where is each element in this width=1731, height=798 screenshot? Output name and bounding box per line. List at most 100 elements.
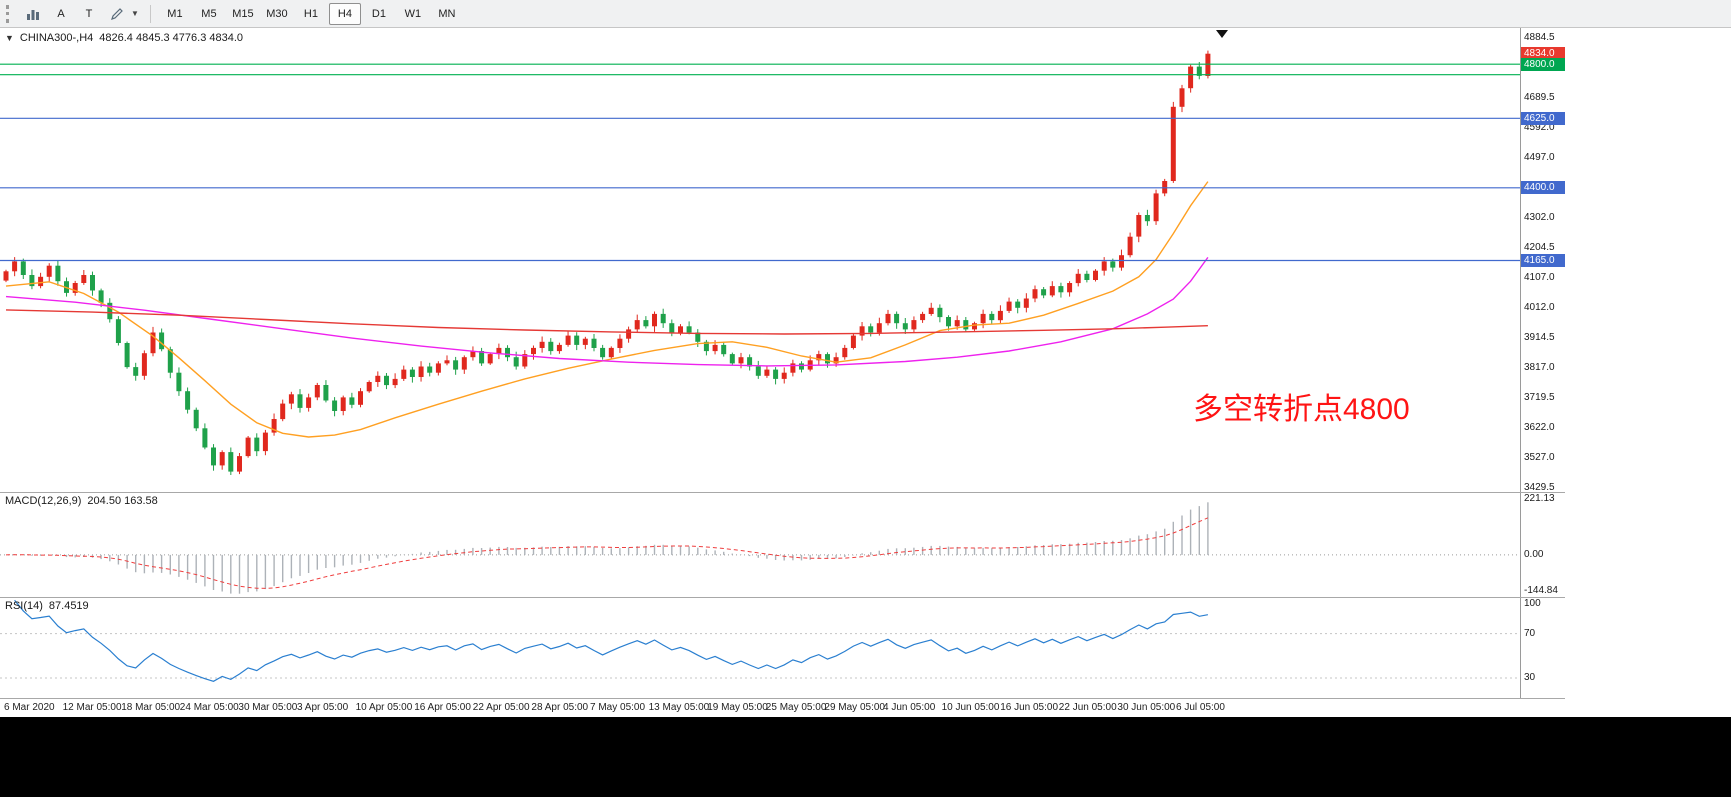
candle-body (262, 432, 268, 452)
candle-body (90, 275, 95, 291)
candle-body (358, 391, 363, 405)
candle-body (444, 360, 450, 364)
candle-body (703, 341, 709, 352)
rsi-axis[interactable]: 100 70 30 (1520, 598, 1565, 698)
candle-body (461, 357, 467, 370)
candle-body (1101, 261, 1107, 271)
time-axis-label: 6 Jul 05:00 (1176, 702, 1225, 713)
price-axis-label: 3622.0 (1524, 422, 1555, 434)
candle-body (600, 347, 606, 358)
time-axis-label: 30 Jun 05:00 (1117, 702, 1176, 713)
text-tool-button[interactable]: T (85, 7, 93, 20)
tab-timeframe-h4[interactable]: H4 (328, 2, 361, 25)
candle-body (816, 354, 822, 361)
candle-body (133, 367, 139, 376)
time-axis[interactable]: 6 Mar 2020 12 Mar 05:00 18 Mar 05:00 24 Mar… (0, 699, 1565, 717)
candle-body (496, 347, 502, 355)
candle-body (150, 332, 156, 354)
macd-axis-label: -144.84 (1524, 585, 1558, 596)
candle-body (46, 265, 52, 277)
candle-body (141, 353, 147, 376)
price-axis-label: 3719.5 (1524, 392, 1555, 404)
candle-body (738, 357, 744, 364)
toolbar-grip[interactable] (6, 4, 14, 23)
toolbar-separator (149, 4, 151, 23)
tab-timeframe-m30[interactable]: M30 (266, 7, 288, 20)
candle-body (695, 332, 701, 342)
price-axis-label: 4204.5 (1524, 242, 1555, 254)
macd-panel: MACD(12,26,9) 204.50 163.58 221.13 0.00 -1… (0, 493, 1565, 598)
cursor-tool-button[interactable]: A (57, 7, 65, 20)
rsi-line (14, 599, 1209, 682)
timeframe-buttons: M1 M5 M15 M30 H1 H4 D1 W1 MN (158, 2, 464, 25)
candle-body (859, 326, 865, 336)
candle-body (453, 360, 459, 370)
price-axis-label: 4884.5 (1524, 32, 1555, 44)
rsi-axis-label: 30 (1524, 672, 1536, 683)
candle-body (1127, 236, 1133, 256)
candle-body (608, 347, 614, 358)
candle-body (176, 372, 182, 392)
candle-body (617, 338, 623, 348)
macd-axis[interactable]: 221.13 0.00 -144.84 (1520, 493, 1565, 597)
candle-body (902, 323, 908, 330)
price-axis[interactable]: 4884.54787.04689.54592.04497.04302.04204… (1520, 28, 1565, 493)
rsi-canvas[interactable] (0, 598, 1520, 698)
candle-body (790, 363, 796, 373)
tab-timeframe-m15[interactable]: M15 (232, 7, 254, 20)
tab-timeframe-m1[interactable]: M1 (167, 7, 183, 20)
tab-timeframe-h1[interactable]: H1 (303, 7, 318, 20)
candle-body (202, 428, 208, 448)
candle-body (531, 347, 536, 355)
macd-values: 204.50 163.58 (87, 495, 158, 507)
candle-body (781, 372, 787, 379)
charts-icon[interactable] (19, 3, 47, 25)
candle-body (409, 369, 415, 377)
time-axis-label: 16 Apr 05:00 (414, 702, 471, 713)
candle-body (332, 400, 338, 411)
candle-body (323, 385, 329, 401)
tab-timeframe-w1[interactable]: W1 (404, 7, 422, 20)
tab-timeframe-d1[interactable]: D1 (371, 7, 386, 20)
candle-body (574, 335, 580, 345)
tab-timeframe-m5[interactable]: M5 (201, 7, 217, 20)
candle-body (470, 351, 476, 358)
candle-body (972, 323, 977, 330)
candle-body (38, 276, 44, 287)
price-axis-label: 4107.0 (1524, 272, 1555, 284)
candle-body (963, 320, 969, 330)
draw-tool-button[interactable] (103, 3, 131, 25)
candle-body (1110, 261, 1116, 268)
rsi-title: RSI(14) 87.4519 (5, 600, 89, 612)
candle-body (55, 265, 61, 282)
rsi-axis-label: 70 (1524, 627, 1536, 639)
candle-body (271, 419, 277, 433)
top-toolbar: A T ▼ M1 M5 M15 M30 H1 H4 D1 W1 MN (0, 0, 1731, 28)
price-axis-label: 3527.0 (1524, 451, 1555, 463)
time-axis-label: 16 Jun 05:00 (1000, 702, 1059, 713)
macd-axis-label: 0.00 (1524, 548, 1544, 560)
chevron-down-icon[interactable]: ▼ (131, 9, 139, 18)
candle-body (167, 349, 173, 373)
time-axis-label: 18 Mar 05:00 (121, 702, 181, 713)
candle-body (306, 397, 312, 408)
candle-body (678, 326, 683, 333)
chart-collapse-icon[interactable]: ▼ (5, 33, 14, 43)
rsi-value: 87.4519 (48, 600, 89, 612)
candle-body (522, 354, 528, 367)
price-axis-label: 3817.0 (1524, 362, 1555, 374)
candle-body (3, 271, 9, 281)
price-badge-4165.0: 4165.0 (1521, 253, 1565, 267)
candle-body (556, 344, 562, 352)
candle-body (850, 335, 856, 348)
candle-body (12, 261, 18, 272)
candle-body (98, 290, 104, 303)
chart-title-symbol: CHINA300-,H4 (19, 32, 94, 44)
time-axis-label: 12 Mar 05:00 (62, 702, 122, 713)
main-chart-canvas[interactable] (0, 28, 1520, 492)
macd-canvas[interactable] (0, 493, 1520, 597)
time-axis-label: 30 Mar 05:00 (238, 702, 298, 713)
candle-body (29, 275, 35, 287)
ma-fast-orange (5, 181, 1209, 438)
tab-timeframe-mn[interactable]: MN (438, 7, 456, 20)
